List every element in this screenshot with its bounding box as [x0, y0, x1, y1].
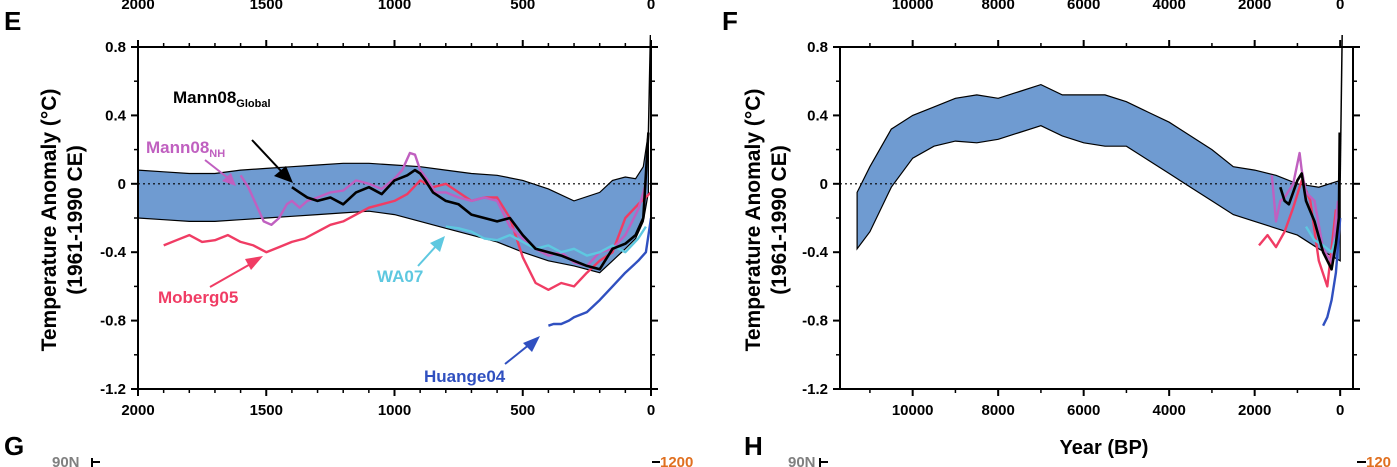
e-ytick-label-4: -0.8 [100, 313, 126, 330]
e-series-huange04 [548, 217, 651, 327]
f-ytick-label-3: -0.4 [802, 244, 829, 261]
f-series-mann08-nh [1270, 151, 1340, 264]
panel-f-xlabel: Year (BP) [1060, 437, 1149, 459]
panel-f-axes: 0.8 0.4 0 -0.4 -0.8 -1.2 10000 8000 6000 4000 2000… [802, 0, 1360, 419]
e-xtick-label-3: 500 [510, 402, 535, 419]
f-xtick-label-4: 2000 [1238, 402, 1271, 419]
panel-e-axes: 0.8 0.4 0 -0.4 -0.8 -1.2 2000 1500 1000 500 0 2000 1… [100, 0, 658, 419]
arrow-mann08-nh [204, 159, 229, 179]
e-clipped-group [138, 35, 651, 327]
f-ytick-label-5: -1.2 [802, 381, 828, 398]
e-top-xtick-label-4: 0 [647, 0, 655, 13]
panel-f-ylabel-line2: (1961-1990 CE) [768, 145, 791, 294]
arrowhead-huange04 [523, 336, 540, 352]
e-xtick-label-0: 2000 [121, 402, 154, 419]
arrow-mann08-global [251, 139, 283, 173]
panel-h-right-label: 120 [1366, 454, 1391, 467]
panel-f: 0.8 0.4 0 -0.4 -0.8 -1.2 10000 8000 6000 4000 2000… [742, 0, 1360, 459]
e-series-mann08-global [291, 132, 650, 271]
f-ytick-label-0: 0.8 [807, 39, 828, 56]
f-series-wa07 [1304, 225, 1341, 254]
arrow-huange04 [504, 343, 531, 365]
label-huange04: Huange04 [424, 367, 506, 386]
f-top-xtick-label-0: 10000 [892, 0, 934, 13]
f-ytick-label-1: 0.4 [807, 107, 829, 124]
panel-h-lat-label: 90N [788, 454, 816, 467]
e-xtick-label-4: 0 [647, 402, 655, 419]
f-top-xtick-label-3: 4000 [1152, 0, 1185, 13]
label-moberg05: Moberg05 [158, 288, 238, 307]
e-ytick-label-5: -1.2 [100, 381, 126, 398]
panel-e-plot-area [138, 35, 651, 327]
f-xtick-label-0: 10000 [892, 402, 934, 419]
f-top-xtick-label-5: 0 [1336, 0, 1344, 13]
label-wa07: WA07 [377, 267, 423, 286]
e-top-xtick-label-2: 1000 [378, 0, 411, 13]
arrowhead-wa07 [430, 236, 445, 252]
panel-letter-h: H [744, 431, 763, 461]
e-top-xtick-label-0: 2000 [121, 0, 154, 13]
f-uncertainty-band [856, 83, 1341, 262]
panel-g-lat-label: 90N [52, 454, 80, 467]
e-top-xtick-label-3: 500 [510, 0, 535, 13]
label-mann08-global: Mann08Global [173, 88, 271, 110]
panel-e: 0.8 0.4 0 -0.4 -0.8 -1.2 2000 1500 1000 500 0 2000 1… [38, 0, 658, 419]
f-top-xtick-label-1: 8000 [981, 0, 1014, 13]
f-clipped-group [840, 35, 1353, 327]
f-top-xtick-label-4: 2000 [1238, 0, 1271, 13]
panel-f-plot-area [840, 35, 1353, 327]
panel-letter-g: G [4, 431, 24, 461]
panel-e-ylabel-line2: (1961-1990 CE) [64, 145, 87, 294]
panel-e-annotations: Mann08Global Mann08NH Moberg05 WA07 Huan… [146, 88, 540, 386]
f-top-xtick-label-2: 6000 [1067, 0, 1100, 13]
panel-letter-e: E [4, 6, 21, 36]
f-xtick-label-3: 4000 [1152, 402, 1185, 419]
e-ytick-label-2: 0 [118, 176, 126, 193]
f-series-moberg05 [1258, 179, 1338, 288]
arrowhead-moberg05 [245, 256, 263, 270]
f-xtick-label-1: 8000 [981, 402, 1014, 419]
label-mann08-nh: Mann08NH [146, 138, 225, 160]
f-ytick-label-4: -0.8 [802, 313, 828, 330]
panel-e-ylabel-line1: Temperature Anomaly (°C) [38, 89, 61, 352]
f-xtick-label-2: 6000 [1067, 402, 1100, 419]
f-series-mann08-global [1279, 132, 1341, 271]
f-ytick-label-2: 0 [820, 176, 828, 193]
e-ytick-label-3: -0.4 [100, 244, 127, 261]
arrow-wa07 [417, 244, 438, 267]
e-ytick-label-1: 0.4 [105, 107, 127, 124]
f-xtick-label-5: 0 [1336, 402, 1344, 419]
e-top-xtick-label-1: 1500 [250, 0, 283, 13]
arrowhead-mann08-global [274, 166, 293, 183]
e-series-moberg05 [163, 179, 651, 291]
e-xtick-label-2: 1000 [378, 402, 411, 419]
e-xtick-label-1: 1500 [250, 402, 283, 419]
panel-g-right-label: 1200 [660, 454, 693, 467]
arrow-moberg05 [209, 261, 255, 288]
panel-letter-f: F [722, 6, 738, 36]
arrowhead-mann08-nh [222, 173, 236, 186]
e-ytick-label-0: 0.8 [105, 39, 126, 56]
panel-f-ylabel-line1: Temperature Anomaly (°C) [742, 89, 765, 352]
f-series-huange04 [1322, 217, 1342, 327]
